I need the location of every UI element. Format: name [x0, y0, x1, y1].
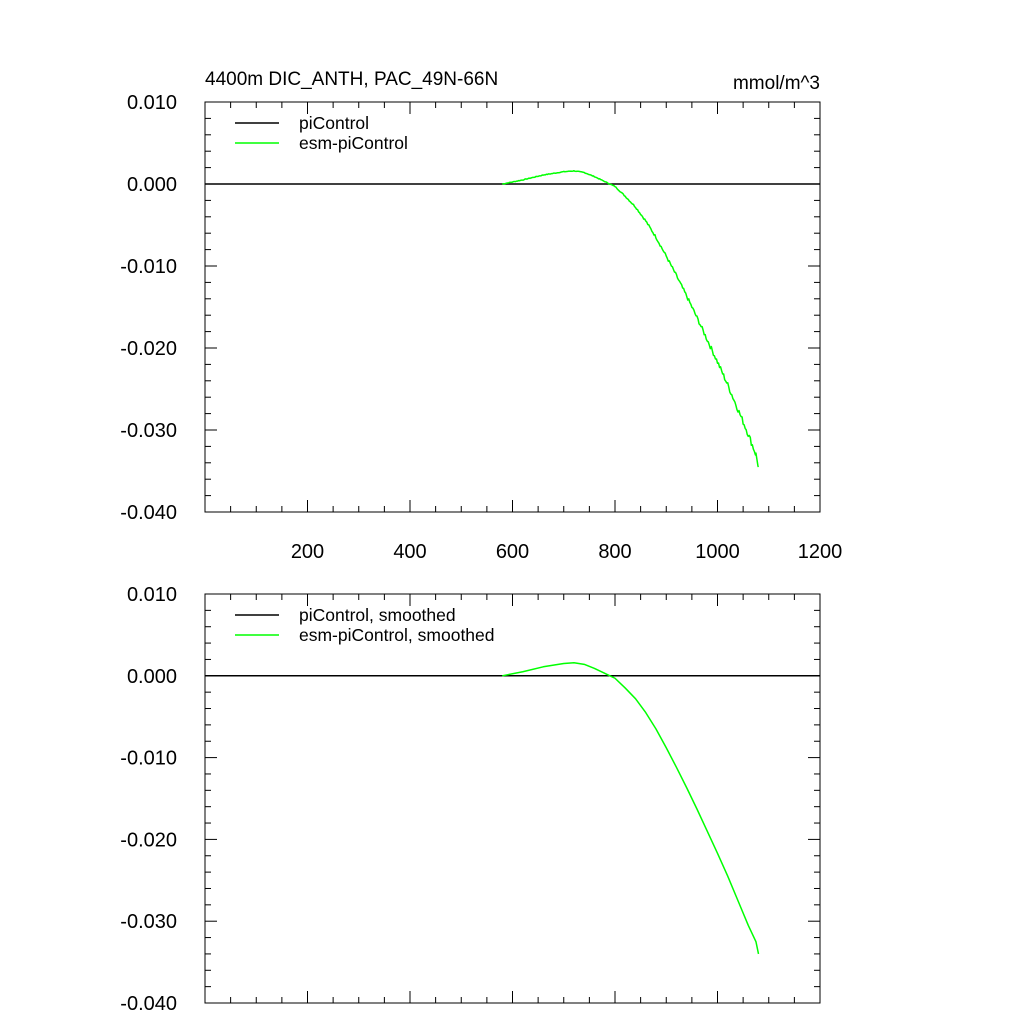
top-panel: 0.010 0.000 -0.010 -0.020 -0.030 -0.040 200 400…: [120, 69, 842, 563]
bottom-panel: 0.010 0.000 -0.010 -0.020 -0.030 -0.040 piCont…: [120, 584, 821, 1015]
x-tick-label: 200: [291, 541, 324, 563]
x-tick-label: 800: [598, 541, 631, 563]
legend-label: piControl: [299, 113, 369, 133]
chart-title: 4400m DIC_ANTH, PAC_49N-66N: [205, 69, 498, 90]
y-tick-label: 0.010: [127, 92, 177, 114]
y-tick-label: -0.020: [120, 338, 177, 360]
y-tick-label: 0.000: [127, 174, 177, 196]
series-line-esm-picontrol: [502, 169, 760, 468]
units-label: mmol/m^3: [733, 73, 820, 94]
y-tick-label: -0.040: [120, 993, 177, 1015]
y-tick-label: -0.040: [120, 502, 177, 524]
plot-frame: [204, 101, 821, 513]
y-tick-label: -0.030: [120, 911, 177, 933]
legend-label: esm-piControl: [299, 133, 408, 153]
x-tick-label: 1000: [695, 541, 740, 563]
y-tick-label: 0.010: [127, 584, 177, 606]
legend-label: piControl, smoothed: [299, 605, 456, 625]
y-tick-label: -0.020: [120, 829, 177, 851]
series-line-esm-picontrol-smoothed: [502, 661, 760, 955]
y-tick-label: -0.030: [120, 420, 177, 442]
x-tick-label: 600: [496, 541, 529, 563]
y-tick-label: -0.010: [120, 748, 177, 770]
x-tick-label: 1200: [798, 541, 843, 563]
plot-frame: [204, 593, 821, 1004]
y-tick-label: 0.000: [127, 666, 177, 688]
y-tick-label: -0.010: [120, 256, 177, 278]
x-tick-label: 400: [393, 541, 426, 563]
legend-label: esm-piControl, smoothed: [299, 625, 495, 645]
